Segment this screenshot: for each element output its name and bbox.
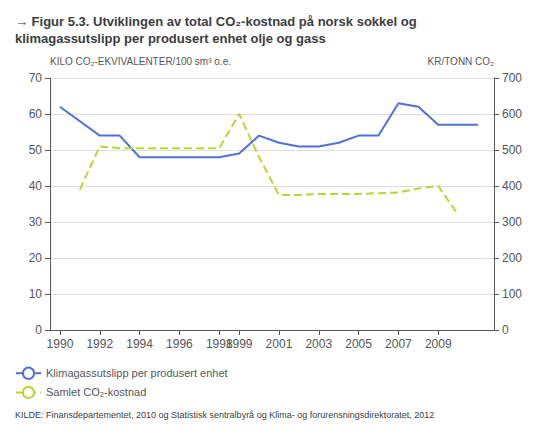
svg-text:100: 100 (502, 287, 522, 301)
svg-text:KILDE: Finansdepartementet, 20: KILDE: Finansdepartementet, 2010 og Stat… (15, 410, 434, 420)
svg-text:40: 40 (29, 179, 43, 193)
svg-text:→ Figur 5.3. Utviklingen av to: → Figur 5.3. Utviklingen av total CO₂-ko… (15, 14, 417, 29)
svg-text:2001: 2001 (266, 337, 293, 351)
svg-text:1999: 1999 (226, 337, 253, 351)
svg-text:600: 600 (502, 107, 522, 121)
svg-text:70: 70 (29, 71, 43, 85)
svg-text:400: 400 (502, 179, 522, 193)
svg-text:200: 200 (502, 251, 522, 265)
svg-text:Klimagassutslipp per produsert: Klimagassutslipp per produsert enhet (46, 367, 228, 379)
svg-text:KR/TONN CO₂: KR/TONN CO₂ (428, 56, 495, 67)
svg-text:1998: 1998 (205, 337, 233, 351)
svg-text:20: 20 (29, 251, 43, 265)
svg-text:60: 60 (29, 107, 43, 121)
svg-text:500: 500 (502, 143, 522, 157)
svg-text:2005: 2005 (345, 337, 372, 351)
svg-text:2003: 2003 (305, 337, 332, 351)
svg-text:1994: 1994 (126, 337, 153, 351)
svg-text:700: 700 (502, 71, 522, 85)
svg-text:2007: 2007 (385, 337, 412, 351)
svg-text:300: 300 (502, 215, 522, 229)
svg-text:KILO CO₂-EKVIVALENTER/100 sm³: KILO CO₂-EKVIVALENTER/100 sm³ o.e. (50, 56, 231, 67)
svg-text:1992: 1992 (86, 337, 113, 351)
svg-text:1996: 1996 (166, 337, 193, 351)
svg-text:0: 0 (502, 323, 509, 337)
svg-text:50: 50 (29, 143, 43, 157)
svg-text:10: 10 (29, 287, 43, 301)
svg-text:0: 0 (35, 323, 42, 337)
svg-text:30: 30 (29, 215, 43, 229)
svg-text:1990: 1990 (47, 337, 74, 351)
svg-text:Samlet CO₂-kostnad: Samlet CO₂-kostnad (46, 386, 146, 398)
svg-text:klimagassutslipp per produsert: klimagassutslipp per produsert enhet olj… (15, 31, 326, 46)
svg-text:2009: 2009 (425, 337, 452, 351)
